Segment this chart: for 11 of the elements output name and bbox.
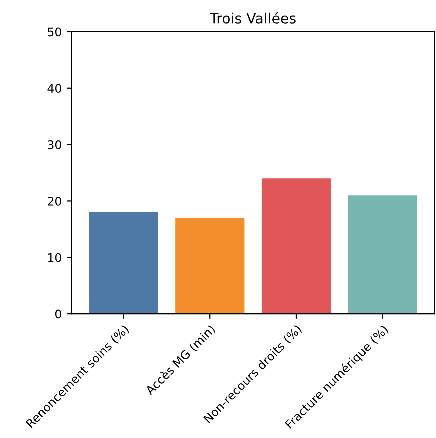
- y-tick-label: 20: [48, 196, 62, 206]
- y-tick-label: 40: [48, 84, 62, 94]
- y-tick-label: 0: [55, 310, 62, 319]
- bar: [348, 196, 418, 314]
- y-tick-label: 10: [48, 253, 62, 262]
- bar: [89, 212, 158, 314]
- chart-title: Trois Vallées: [210, 12, 296, 24]
- y-tick-label: 50: [48, 28, 62, 37]
- y-tick-label: 30: [48, 140, 62, 150]
- bar: [262, 178, 332, 314]
- bar: [176, 218, 245, 314]
